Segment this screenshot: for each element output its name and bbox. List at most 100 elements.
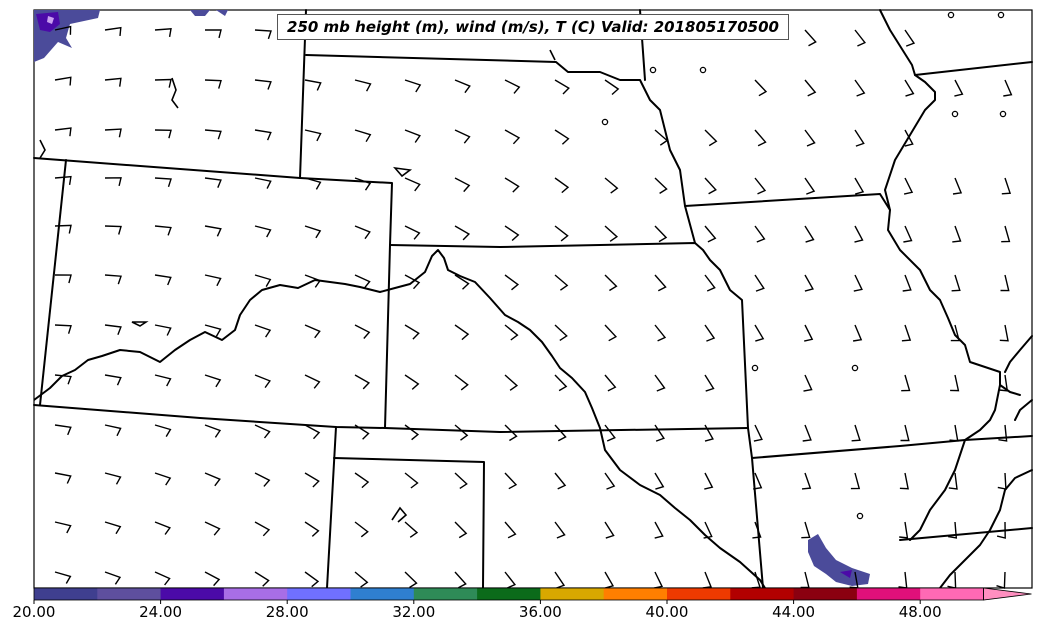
border-line xyxy=(39,159,67,406)
border-line xyxy=(33,157,393,246)
wind-barb xyxy=(454,225,471,241)
wind-barb xyxy=(702,571,712,589)
map-frame xyxy=(33,9,1033,589)
wind-barb xyxy=(454,521,468,539)
wind-barb xyxy=(504,274,520,291)
wind-barb xyxy=(304,521,320,537)
wind-barb xyxy=(304,129,322,142)
wind-barb xyxy=(851,424,861,442)
wind-barb xyxy=(254,571,270,587)
wind-barb xyxy=(554,521,566,539)
wind-barb xyxy=(254,424,271,439)
wind-barb xyxy=(204,521,221,536)
wind-barb xyxy=(404,472,419,489)
wind-barb xyxy=(204,225,222,237)
border-line xyxy=(333,457,485,589)
wind-barb xyxy=(54,175,72,186)
wind-barb xyxy=(952,225,962,243)
wind-barb xyxy=(254,324,272,338)
colorbar-segment xyxy=(160,588,225,600)
wind-barb xyxy=(754,129,767,147)
wind-barb xyxy=(604,225,619,242)
calm-wind-circle xyxy=(649,66,657,74)
wind-barb xyxy=(254,29,272,40)
wind-barb xyxy=(454,324,470,341)
wind-barb xyxy=(850,472,861,490)
wind-barb xyxy=(204,274,222,287)
wind-barb xyxy=(354,424,370,440)
wind-barb xyxy=(104,424,122,437)
wind-barb xyxy=(704,424,714,442)
wind-barb xyxy=(204,374,222,388)
wind-barb xyxy=(54,374,72,385)
wind-barb xyxy=(54,25,72,35)
wind-barb xyxy=(404,274,421,290)
border-line xyxy=(1014,399,1033,421)
wind-barb xyxy=(354,79,372,92)
wind-barb xyxy=(803,374,813,392)
border-line xyxy=(879,9,916,76)
colorbar-extend-arrow xyxy=(983,587,1032,601)
wind-barb xyxy=(952,177,963,195)
wind-barb xyxy=(804,79,817,97)
wind-barb xyxy=(54,571,72,584)
wind-barb xyxy=(654,274,667,292)
wind-barb xyxy=(804,129,816,147)
wind-barb xyxy=(949,424,959,442)
wind-barb xyxy=(104,225,122,235)
wind-barb xyxy=(754,324,765,342)
wind-barb xyxy=(704,324,716,342)
map-title: 250 mb height (m), wind (m/s), T (C) Val… xyxy=(277,14,789,40)
wind-barb xyxy=(948,472,958,490)
wind-barb xyxy=(554,274,569,291)
wind-barb xyxy=(554,374,568,392)
calm-wind-circle xyxy=(947,11,955,19)
river xyxy=(392,166,413,178)
wind-barb xyxy=(899,521,909,539)
border-line xyxy=(909,439,966,541)
wind-barb xyxy=(354,324,371,339)
wind-barb xyxy=(654,324,667,342)
wind-barb xyxy=(604,472,616,490)
colorbar xyxy=(33,587,1032,604)
river xyxy=(171,77,179,109)
wind-barb xyxy=(996,521,1006,539)
wind-barb xyxy=(204,79,222,89)
wind-barb xyxy=(1001,177,1012,195)
wind-barb xyxy=(901,324,912,342)
colorbar-segment xyxy=(540,588,605,600)
wind-barb xyxy=(454,472,468,489)
wind-barb xyxy=(154,472,172,486)
wind-barb xyxy=(902,274,912,292)
wind-barb xyxy=(554,129,570,145)
wind-barb xyxy=(154,324,172,336)
wind-barb xyxy=(204,129,222,140)
wind-barb xyxy=(504,177,520,193)
wind-barb xyxy=(997,472,1007,490)
wind-barb xyxy=(751,571,761,589)
wind-barb xyxy=(304,177,322,190)
wind-barb xyxy=(104,571,122,585)
wind-barb xyxy=(704,129,718,147)
wind-barb xyxy=(354,374,371,390)
terrain-contours xyxy=(33,249,766,589)
wind-barb xyxy=(753,472,763,490)
wind-barb xyxy=(454,374,469,391)
border-line xyxy=(899,527,1033,541)
wind-barb xyxy=(654,177,668,194)
wind-barb xyxy=(404,374,420,390)
wind-barb xyxy=(154,78,172,88)
wind-barb xyxy=(504,374,519,391)
wind-barb xyxy=(947,521,958,539)
wind-barb xyxy=(204,424,222,438)
wind-barb xyxy=(204,472,221,487)
wind-barb xyxy=(104,472,122,485)
border-line xyxy=(884,74,1021,396)
wind-barb xyxy=(154,571,171,586)
state-boundaries xyxy=(33,9,1033,589)
wind-barb xyxy=(354,521,369,538)
wind-barb xyxy=(254,79,272,90)
wind-barb xyxy=(54,424,72,436)
wind-barb xyxy=(354,472,370,489)
colorbar-tick-label: 48.00 xyxy=(898,603,942,621)
